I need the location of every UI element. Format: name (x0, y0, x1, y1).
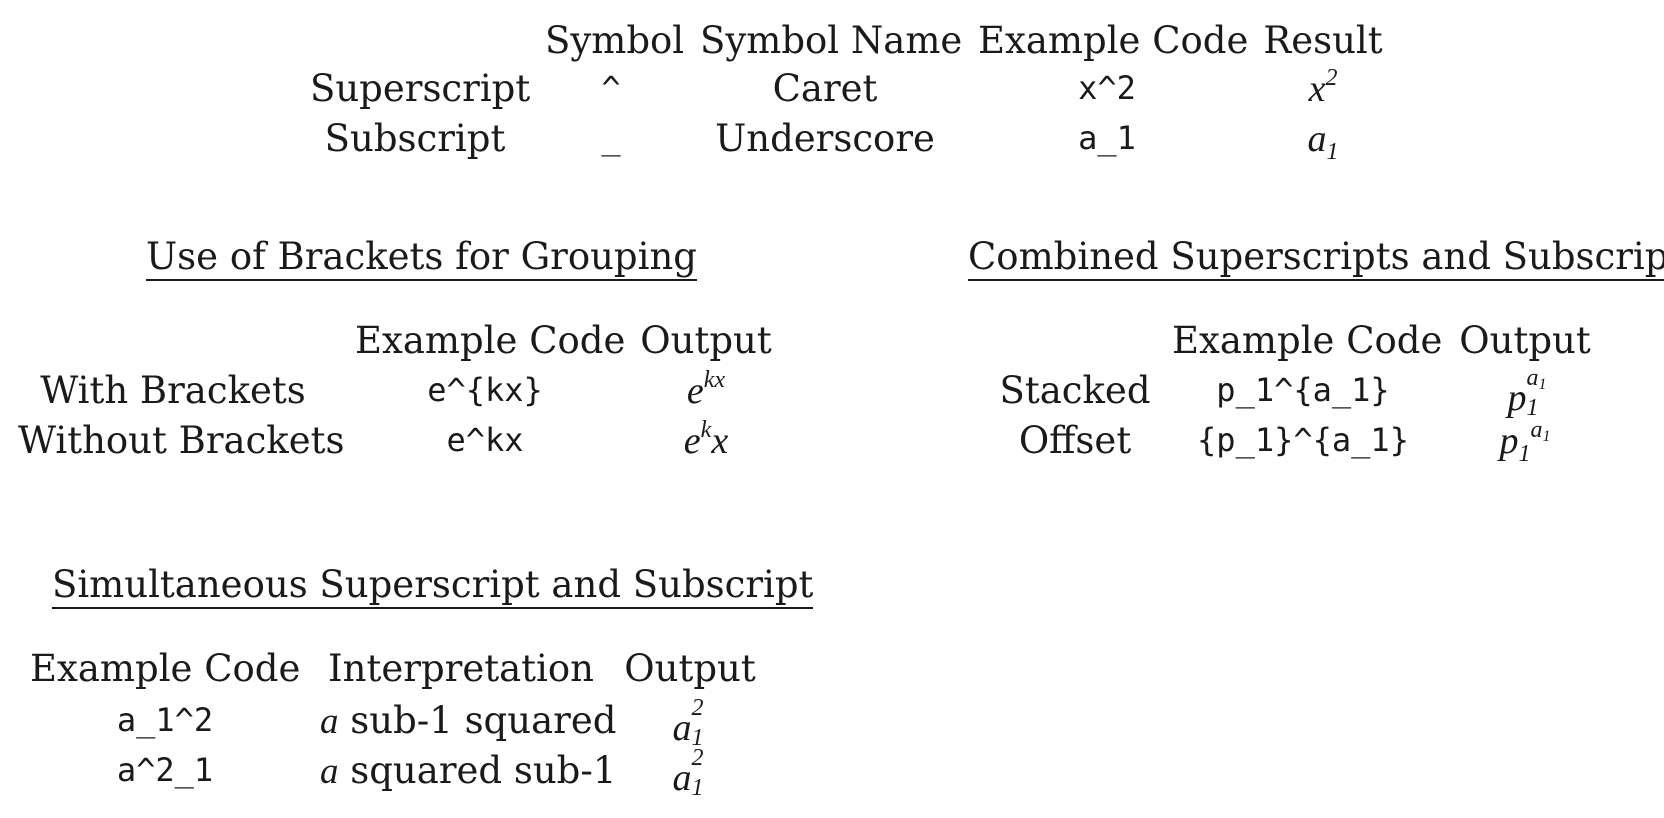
example-code-sup-then-sub: a^2_1 (116, 751, 214, 789)
symbol-name-caret: Caret (772, 67, 878, 110)
section-title-simultaneous: Simultaneous Superscript and Subscript (52, 566, 814, 609)
section-title-brackets: Use of Brackets for Grouping (146, 238, 697, 281)
output-without-brackets: ekx (683, 417, 729, 462)
header-symbol: Symbol (545, 19, 685, 62)
header-example-code: Example Code (978, 19, 1249, 62)
symbol-underscore: _ (601, 119, 621, 157)
row-label-stacked: Stacked (999, 369, 1151, 412)
example-code-without-brackets: e^kx (446, 421, 524, 459)
header-example-code: Example Code (355, 319, 626, 362)
row-label-superscript: Superscript (310, 67, 531, 110)
example-code-sub-then-sup: a_1^2 (116, 701, 214, 739)
row-label-with-brackets: With Brackets (40, 369, 306, 412)
example-code-offset: {p_1}^{a_1} (1197, 421, 1409, 459)
row-label-subscript: Subscript (324, 117, 506, 160)
interpretation-squared-sub: a squared sub-1 (320, 749, 617, 792)
output-offset: p1a1 (1499, 417, 1551, 467)
row-label-offset: Offset (1018, 419, 1132, 462)
header-output: Output (624, 647, 756, 690)
example-code-with-brackets: e^{kx} (427, 371, 543, 409)
header-example-code: Example Code (1172, 319, 1443, 362)
header-result: Result (1263, 19, 1383, 62)
symbol-name-underscore: Underscore (715, 117, 935, 160)
header-output: Output (1459, 319, 1591, 362)
section-title-combined: Combined Superscripts and Subscripts (968, 238, 1664, 281)
example-code-superscript: x^2 (1078, 69, 1136, 107)
output-with-brackets: ekx (686, 367, 726, 412)
header-example-code: Example Code (30, 647, 301, 690)
symbol-caret: ^ (601, 69, 621, 107)
row-label-without-brackets: Without Brackets (18, 419, 345, 462)
result-subscript: a1 (1307, 118, 1339, 165)
header-symbol-name: Symbol Name (700, 19, 963, 62)
example-code-subscript: a_1 (1078, 119, 1136, 157)
example-code-stacked: p_1^{a_1} (1216, 371, 1390, 409)
interpretation-sub-squared: a sub-1 squared (320, 699, 617, 742)
header-interpretation: Interpretation (328, 647, 594, 690)
result-superscript: x2 (1308, 65, 1338, 110)
header-output: Output (640, 319, 772, 362)
output-stacked: p a1 1 (1507, 365, 1547, 421)
